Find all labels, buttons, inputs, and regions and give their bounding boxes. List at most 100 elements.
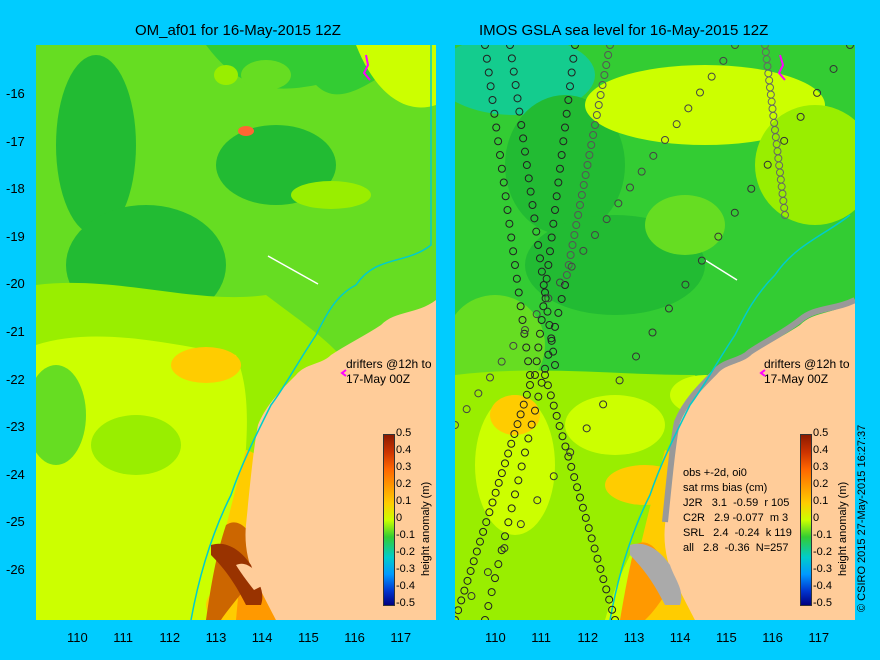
track-marker — [614, 199, 623, 208]
y-tick-label: -22 — [6, 371, 25, 387]
track-marker — [539, 302, 548, 311]
track-marker — [503, 206, 512, 214]
track-marker — [554, 308, 563, 317]
track-marker — [730, 208, 739, 217]
track-marker — [596, 564, 605, 573]
track-marker — [747, 184, 756, 193]
track-marker — [596, 91, 605, 99]
track-marker — [496, 151, 504, 159]
track-marker — [587, 141, 596, 149]
track-marker — [492, 123, 501, 132]
track-marker — [521, 147, 529, 156]
track-marker — [543, 307, 552, 316]
track-marker — [479, 527, 488, 536]
track-marker — [591, 231, 599, 239]
y-tick-label: -23 — [6, 419, 25, 435]
track-marker — [573, 483, 582, 492]
track-marker — [796, 112, 805, 121]
track-marker — [501, 532, 509, 541]
stats-row: J2R 3.1 -0.59 r 105 — [683, 497, 790, 509]
x-tick-label: 116 — [344, 630, 365, 645]
left-colorbar-title: height anomaly (m) — [420, 481, 432, 576]
track-marker — [487, 588, 496, 597]
left-map-canvas — [36, 45, 436, 620]
track-marker — [561, 281, 569, 289]
right-colorbar — [800, 434, 812, 606]
colorbar-tick-label: 0.5 — [396, 427, 412, 439]
track-marker — [590, 544, 599, 553]
track-marker — [615, 376, 624, 385]
track-marker — [521, 448, 529, 457]
track-marker — [813, 88, 822, 97]
track-marker — [511, 81, 520, 89]
stats-row: C2R 2.9 -0.077 m 3 — [683, 512, 789, 524]
track-marker — [507, 504, 516, 513]
colorbar-tick-label: 0.5 — [813, 427, 829, 439]
track-marker — [485, 508, 494, 517]
track-marker — [518, 316, 527, 324]
track-marker — [481, 45, 489, 49]
track-marker — [549, 401, 558, 410]
left-drifters-note-line1: drifters @12h to — [346, 357, 432, 371]
track-marker — [534, 241, 543, 249]
track-marker — [605, 595, 614, 604]
track-marker — [562, 271, 571, 279]
altimeter-track-markers — [455, 45, 854, 620]
colorbar-tick-label: -0.3 — [396, 563, 415, 575]
track-marker — [455, 421, 459, 429]
track-marker — [552, 192, 561, 201]
x-tick-label: 114 — [669, 630, 691, 645]
track-marker — [469, 557, 478, 566]
stats-row: all 2.8 -0.36 N=257 — [683, 542, 789, 554]
track-marker — [497, 469, 506, 478]
track-marker — [531, 406, 539, 415]
track-marker — [499, 178, 508, 187]
track-marker — [510, 429, 519, 438]
track-marker — [457, 596, 466, 605]
track-marker — [547, 336, 556, 345]
track-marker — [567, 68, 576, 77]
track-marker — [559, 137, 568, 146]
track-marker — [519, 400, 528, 409]
track-marker — [542, 274, 551, 283]
track-marker — [500, 544, 509, 553]
x-tick-label: 110 — [67, 630, 88, 645]
y-tick-label: -25 — [6, 514, 25, 530]
track-marker — [593, 554, 602, 563]
track-marker — [598, 81, 607, 89]
track-marker — [528, 201, 537, 209]
track-marker — [460, 586, 469, 595]
track-marker — [561, 442, 570, 451]
track-marker — [567, 462, 576, 471]
x-tick-label: 113 — [623, 630, 645, 645]
x-tick-label: 115 — [716, 630, 737, 645]
track-marker — [568, 241, 577, 249]
track-marker — [582, 424, 591, 433]
right-map-panel — [455, 45, 855, 620]
track-marker — [507, 233, 516, 242]
track-marker — [672, 120, 681, 129]
x-tick-label: 111 — [531, 630, 551, 645]
x-tick-label: 112 — [159, 630, 181, 645]
y-tick-label: -19 — [6, 228, 25, 244]
colorbar-tick-label: -0.4 — [813, 580, 832, 592]
track-marker — [484, 68, 493, 77]
colorbar-tick-label: -0.5 — [396, 597, 415, 609]
right-colorbar-title: height anomaly (m) — [837, 481, 849, 576]
track-marker — [611, 616, 619, 620]
left-map-title: OM_af01 for 16-May-2015 12Z — [135, 22, 341, 39]
track-marker — [551, 361, 559, 369]
track-marker — [519, 134, 528, 143]
x-tick-label: 117 — [390, 630, 412, 645]
stats-line2: sat rms bias (cm) — [683, 482, 768, 494]
x-tick-label: 110 — [485, 630, 506, 645]
track-marker — [521, 326, 529, 334]
track-marker — [497, 546, 506, 555]
track-marker — [536, 329, 544, 338]
track-marker — [846, 45, 854, 49]
track-marker — [681, 280, 690, 289]
x-tick-label: 112 — [577, 630, 599, 645]
track-marker — [571, 45, 579, 49]
track-marker — [524, 357, 533, 366]
track-marker — [570, 473, 579, 482]
